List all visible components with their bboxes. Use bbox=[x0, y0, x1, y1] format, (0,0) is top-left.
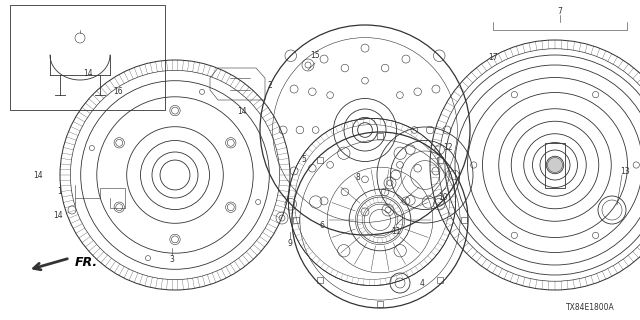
Text: 9: 9 bbox=[287, 238, 292, 247]
Bar bbox=[461, 217, 467, 223]
Text: 14: 14 bbox=[33, 171, 43, 180]
Text: 4: 4 bbox=[420, 278, 424, 287]
Text: FR.: FR. bbox=[75, 257, 98, 269]
Text: 1: 1 bbox=[58, 188, 62, 196]
Text: 7: 7 bbox=[557, 7, 563, 17]
Text: 14: 14 bbox=[83, 68, 93, 77]
Text: 5: 5 bbox=[301, 156, 307, 164]
Bar bbox=[545, 142, 565, 188]
Text: 16: 16 bbox=[113, 87, 123, 97]
Bar bbox=[436, 277, 443, 283]
Bar bbox=[377, 301, 383, 308]
Text: 8: 8 bbox=[356, 173, 360, 182]
Text: 3: 3 bbox=[170, 255, 175, 265]
Text: 15: 15 bbox=[310, 52, 320, 60]
Bar bbox=[10, 5, 165, 110]
Text: 12: 12 bbox=[444, 143, 452, 153]
Text: 13: 13 bbox=[620, 167, 630, 177]
Text: 14: 14 bbox=[237, 108, 247, 116]
Text: 10: 10 bbox=[438, 193, 448, 202]
Text: 14: 14 bbox=[53, 211, 63, 220]
Bar bbox=[292, 217, 298, 223]
Text: TX84E1800A: TX84E1800A bbox=[566, 303, 614, 313]
Bar bbox=[436, 157, 443, 163]
Circle shape bbox=[547, 157, 563, 172]
Bar bbox=[377, 132, 383, 139]
Bar bbox=[317, 157, 323, 163]
Text: 17: 17 bbox=[488, 53, 498, 62]
Text: 6: 6 bbox=[319, 220, 324, 229]
Text: 11: 11 bbox=[391, 228, 401, 236]
Bar bbox=[317, 277, 323, 283]
Text: 2: 2 bbox=[268, 82, 273, 91]
